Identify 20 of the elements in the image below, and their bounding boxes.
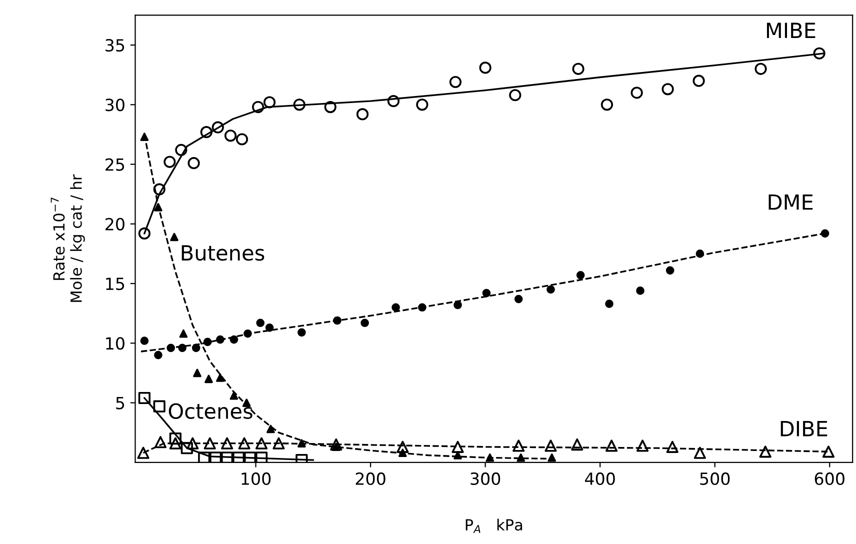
y-axis-title: Rate x10$^{−7}$ Mole / kg cat / hr [50, 174, 85, 302]
y-tick-label: 20 [106, 218, 124, 230]
text: P$_{A}$ kPa [466, 518, 522, 533]
x-tick-label: 200 [356, 472, 386, 486]
x-tick-label: 600 [814, 472, 844, 486]
y-tick-label: 15 [106, 278, 124, 290]
x-tick-label: 100 [242, 472, 271, 486]
y-tick-label: 35 [106, 39, 124, 52]
y-tick-label: 25 [106, 158, 124, 171]
series-label: Butenes [182, 245, 264, 261]
series-label: MIBE [766, 22, 816, 38]
series-label: Octenes [168, 403, 252, 419]
y-tick-label: 5 [116, 396, 124, 410]
x-tick-label: 500 [700, 472, 730, 486]
x-tick-label: 400 [584, 472, 615, 486]
series-label: DME [768, 194, 813, 210]
y-tick-label: 30 [106, 98, 124, 112]
x-tick-label: 300 [470, 472, 500, 486]
y-tick-label: 10 [106, 337, 124, 350]
series-label: DIBE [780, 421, 828, 436]
